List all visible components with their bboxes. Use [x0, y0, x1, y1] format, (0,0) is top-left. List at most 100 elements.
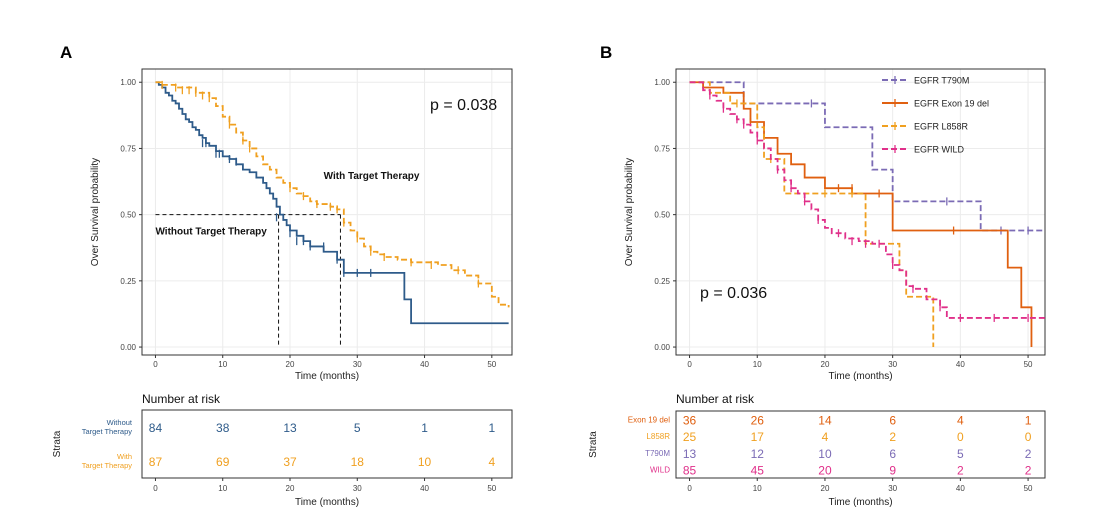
risk-count-with: 69	[216, 455, 230, 469]
survival-curve-exon19	[689, 81, 1033, 348]
risk-row-label: L858R	[646, 432, 670, 441]
risk-count-without: 5	[354, 421, 361, 435]
x-tick-label: 30	[353, 360, 362, 369]
y-tick-label: 0.25	[120, 277, 136, 286]
risk-count-with: 4	[488, 455, 495, 469]
p-value: p = 0.036	[700, 285, 767, 302]
risk-table-title: Number at risk	[676, 392, 755, 406]
risk-x-tick-label: 20	[286, 484, 295, 493]
risk-x-tick-label: 10	[753, 484, 762, 493]
risk-x-tick-label: 40	[420, 484, 429, 493]
survival-curve-with	[155, 81, 510, 308]
risk-count-l858r: 17	[751, 430, 765, 444]
risk-count-without: 1	[421, 421, 428, 435]
p-value: p = 0.038	[430, 97, 497, 114]
risk-count-without: 13	[283, 421, 297, 435]
x-tick-label: 10	[753, 360, 762, 369]
plot-frame	[675, 68, 1046, 356]
risk-x-axis-title: Time (months)	[295, 497, 359, 508]
panel-b-letter: B	[600, 43, 612, 62]
risk-count-with: 10	[418, 455, 432, 469]
risk-count-exon19: 6	[889, 413, 896, 427]
x-tick-label: 50	[1024, 360, 1033, 369]
risk-count-l858r: 2	[889, 430, 896, 444]
risk-count-wild: 20	[818, 464, 832, 478]
x-tick-label: 0	[687, 360, 692, 369]
survival-curve-without	[155, 81, 509, 325]
y-tick-label: 0.25	[654, 277, 670, 286]
risk-count-wild: 9	[889, 464, 896, 478]
risk-x-tick-label: 0	[687, 484, 692, 493]
risk-x-tick-label: 0	[153, 484, 158, 493]
x-tick-label: 20	[821, 360, 830, 369]
risk-count-with: 87	[149, 455, 163, 469]
x-tick-label: 10	[218, 360, 227, 369]
risk-table-title: Number at risk	[142, 392, 221, 406]
risk-x-tick-label: 30	[888, 484, 897, 493]
risk-x-tick-label: 30	[353, 484, 362, 493]
x-axis-title: Time (months)	[295, 371, 359, 382]
risk-count-l858r: 25	[683, 430, 697, 444]
risk-count-without: 38	[216, 421, 230, 435]
risk-count-exon19: 36	[683, 413, 697, 427]
risk-x-tick-label: 50	[1024, 484, 1033, 493]
risk-count-wild: 45	[751, 464, 765, 478]
risk-x-tick-label: 20	[821, 484, 830, 493]
risk-count-wild: 85	[683, 464, 697, 478]
risk-row-label: WILD	[650, 466, 670, 475]
x-tick-label: 40	[956, 360, 965, 369]
x-tick-label: 30	[888, 360, 897, 369]
survival-curve-t790m	[689, 81, 1045, 232]
risk-count-with: 18	[351, 455, 365, 469]
y-axis-title: Over Survival probability	[90, 158, 101, 266]
legend-label-l858r: EGFR L858R	[914, 122, 969, 132]
risk-count-without: 84	[149, 421, 163, 435]
risk-table-y-title: Strata	[588, 431, 599, 458]
risk-table-frame	[141, 409, 513, 479]
legend-label-exon19: EGFR Exon 19 del	[914, 99, 989, 109]
legend-label-t790m: EGFR T790M	[914, 76, 969, 86]
legend-label-wild: EGFR WILD	[914, 145, 965, 155]
survival-curve-l858r	[689, 81, 935, 348]
risk-count-exon19: 14	[818, 413, 832, 427]
risk-row-label: With	[117, 452, 132, 461]
risk-count-t790m: 12	[751, 447, 765, 461]
y-tick-label: 0.00	[120, 343, 136, 352]
y-tick-label: 1.00	[654, 78, 670, 87]
x-tick-label: 20	[286, 360, 295, 369]
risk-count-l858r: 0	[957, 430, 964, 444]
risk-x-tick-label: 40	[956, 484, 965, 493]
y-axis-title: Over Survival probability	[624, 158, 635, 266]
risk-count-t790m: 10	[818, 447, 832, 461]
y-tick-label: 0.50	[120, 211, 136, 220]
risk-row-label: Target Therapy	[82, 427, 133, 436]
risk-table-frame	[675, 410, 1046, 479]
x-axis-title: Time (months)	[828, 371, 892, 382]
risk-x-tick-label: 50	[487, 484, 496, 493]
y-tick-label: 0.50	[654, 211, 670, 220]
risk-count-exon19: 1	[1025, 413, 1032, 427]
y-tick-label: 1.00	[120, 78, 136, 87]
survival-curve-wild	[689, 81, 1045, 319]
y-tick-label: 0.00	[654, 343, 670, 352]
risk-row-label: Without	[107, 418, 133, 427]
x-tick-label: 0	[153, 360, 158, 369]
risk-row-label: T790M	[645, 449, 670, 458]
panel-a-letter: A	[60, 43, 72, 62]
risk-count-t790m: 6	[889, 447, 896, 461]
risk-count-without: 1	[488, 421, 495, 435]
risk-row-label: Target Therapy	[82, 461, 133, 470]
risk-count-exon19: 26	[751, 413, 765, 427]
risk-count-wild: 2	[957, 464, 964, 478]
risk-x-axis-title: Time (months)	[828, 497, 892, 508]
plot-frame	[141, 68, 513, 356]
y-tick-label: 0.75	[654, 144, 670, 153]
y-tick-label: 0.75	[120, 144, 136, 153]
risk-count-t790m: 5	[957, 447, 964, 461]
risk-count-t790m: 2	[1025, 447, 1032, 461]
risk-row-label: Exon 19 del	[628, 415, 670, 424]
x-tick-label: 40	[420, 360, 429, 369]
